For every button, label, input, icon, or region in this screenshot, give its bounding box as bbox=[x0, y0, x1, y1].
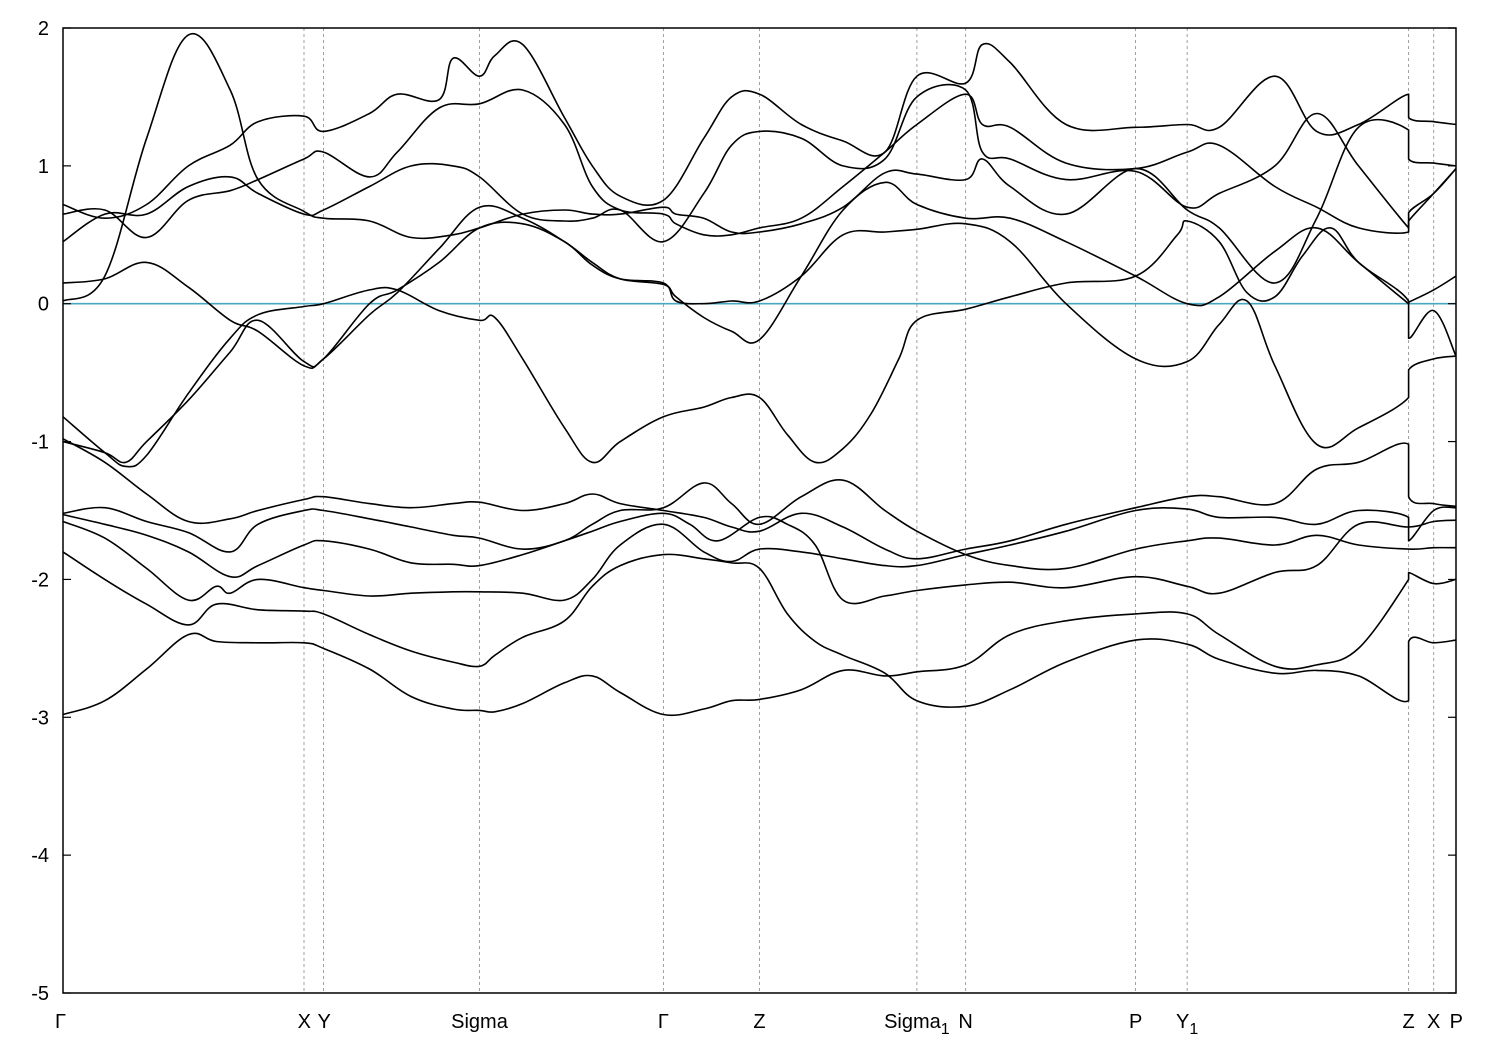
band-line-2 bbox=[62, 506, 1457, 602]
kpoint-label: Sigma bbox=[884, 1011, 942, 1033]
kpoint-label: Sigma bbox=[451, 1011, 509, 1033]
x-tick-label: Y bbox=[317, 1011, 330, 1033]
band-line-12 bbox=[62, 32, 1457, 302]
x-tick-label: X bbox=[298, 1011, 311, 1033]
y-tick-label: -3 bbox=[31, 707, 49, 729]
x-tick-label: Y1 bbox=[1176, 1011, 1198, 1038]
kpoint-label: Γ bbox=[658, 1011, 669, 1033]
x-tick-label: P bbox=[1129, 1011, 1142, 1033]
kpoint-subscript: 1 bbox=[941, 1021, 950, 1038]
x-tick-label: X bbox=[1427, 1011, 1440, 1033]
x-axis: Γ X Y Sigma Γ Z Sigma1 N P Y1 Z X P bbox=[55, 1011, 1463, 1038]
kpoint-label: P bbox=[1129, 1011, 1142, 1033]
kpoint-label: Z bbox=[753, 1011, 765, 1033]
band-line-5 bbox=[62, 438, 1457, 560]
kpoint-subscript: 1 bbox=[1189, 1021, 1198, 1038]
y-tick-label: 2 bbox=[38, 18, 49, 40]
plot-frame bbox=[62, 27, 1457, 994]
x-tick-label: Z bbox=[753, 1011, 765, 1033]
kpoint-label: Γ bbox=[55, 1011, 66, 1033]
x-tick-label: Sigma bbox=[451, 1011, 509, 1033]
bands bbox=[62, 32, 1457, 717]
x-tick-label: Γ bbox=[658, 1011, 669, 1033]
y-tick-label: -4 bbox=[31, 845, 49, 867]
band-line-10 bbox=[62, 83, 1457, 243]
y-tick-label: 0 bbox=[38, 294, 49, 316]
band-line-9 bbox=[62, 88, 1457, 239]
y-tick-label: -5 bbox=[31, 983, 49, 1005]
kpoint-label: X bbox=[1427, 1011, 1440, 1033]
band-line-7 bbox=[62, 221, 1457, 464]
x-tick-label: Sigma1 bbox=[884, 1011, 950, 1038]
kpoint-label: Y bbox=[1176, 1011, 1189, 1033]
y-tick-label: -2 bbox=[31, 569, 49, 591]
kpoint-label: Y bbox=[317, 1011, 330, 1033]
kpoint-label: X bbox=[298, 1011, 311, 1033]
kpoint-label: P bbox=[1450, 1011, 1463, 1033]
kpoint-label: N bbox=[958, 1011, 972, 1033]
y-axis: 2 1 0 -1 -2 -3 -4 -5 bbox=[31, 18, 1456, 1005]
band-line-3 bbox=[62, 512, 1457, 605]
kpoint-label: Z bbox=[1403, 1011, 1415, 1033]
x-tick-label: Z bbox=[1403, 1011, 1415, 1033]
band-line-6 bbox=[62, 220, 1457, 468]
y-tick-label: -1 bbox=[31, 432, 49, 454]
x-tick-label: Γ bbox=[55, 1011, 66, 1033]
band-line-4 bbox=[62, 479, 1457, 571]
x-tick-label: P bbox=[1450, 1011, 1463, 1033]
x-tick-label: N bbox=[958, 1011, 972, 1033]
band-line-0 bbox=[62, 571, 1457, 717]
y-tick-label: 1 bbox=[38, 156, 49, 178]
band-line-11 bbox=[62, 39, 1457, 219]
band-line-8 bbox=[62, 181, 1457, 369]
